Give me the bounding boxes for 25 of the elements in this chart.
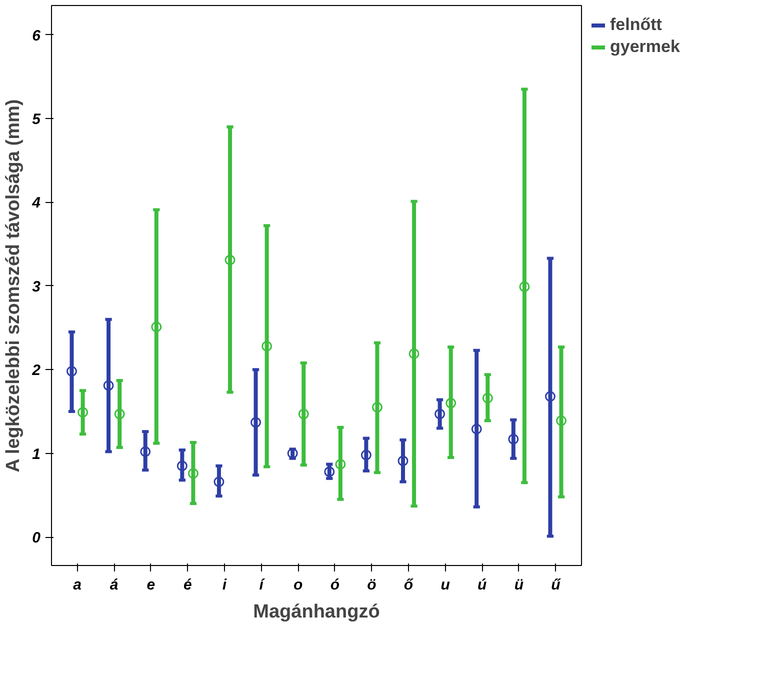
- x-tick-label: i: [222, 576, 228, 594]
- y-tick-label: 5: [32, 111, 42, 128]
- y-tick-label: 3: [32, 278, 42, 296]
- x-axis-title: Magánhangzó: [253, 602, 380, 622]
- x-tick-label: é: [184, 576, 192, 594]
- y-axis-title: A legközelebbi szomszéd távolsága (mm): [3, 99, 24, 472]
- x-tick-label: ó: [330, 576, 340, 594]
- y-tick-label: 1: [32, 446, 40, 463]
- legend-label: gyermek: [610, 37, 680, 57]
- x-tick-label: í: [259, 576, 266, 594]
- y-tick-label: 4: [31, 194, 42, 212]
- x-tick-label: a: [73, 576, 82, 594]
- y-tick-label: 6: [32, 27, 42, 44]
- y-tick-label: 2: [31, 362, 42, 380]
- x-tick-label: ő: [404, 576, 414, 594]
- legend-label: felnőtt: [610, 15, 662, 35]
- x-tick-label: e: [146, 576, 156, 594]
- y-tick-label: 0: [32, 530, 42, 547]
- x-tick-label: á: [110, 576, 118, 594]
- x-tick-label: ű: [551, 576, 562, 594]
- x-tick-label: u: [440, 576, 450, 594]
- x-tick-label: ü: [514, 576, 524, 594]
- x-tick-label: ú: [478, 576, 487, 594]
- x-tick-label: o: [294, 576, 303, 594]
- x-tick-label: ö: [367, 576, 376, 594]
